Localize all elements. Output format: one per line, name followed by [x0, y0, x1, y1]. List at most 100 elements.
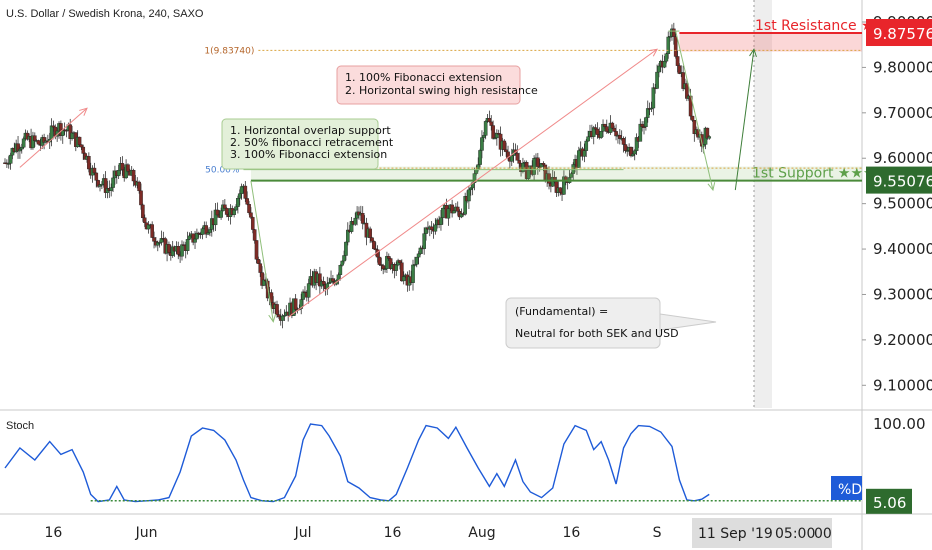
candle-up — [349, 221, 354, 232]
y-tick-label: 9.30000 — [873, 285, 932, 303]
candle-up — [306, 283, 311, 298]
trend-arrow-up-main-head — [649, 48, 658, 57]
candle-down — [623, 144, 628, 151]
candle-up — [483, 121, 488, 136]
candle-down — [487, 118, 492, 123]
candle-up — [237, 193, 242, 199]
candle-down — [167, 244, 171, 253]
candle-down — [141, 204, 145, 219]
candle-down — [517, 160, 521, 164]
candle-up — [452, 210, 456, 214]
y-tick-label: 9.60000 — [873, 149, 932, 167]
candle-up — [116, 170, 121, 177]
resistance-price-label: 9.87576 — [873, 25, 932, 43]
stoch-top-tick: 100.00 — [873, 415, 926, 433]
candle-down — [429, 226, 434, 230]
candle-up — [8, 154, 13, 164]
candle-down — [176, 246, 181, 255]
chart-title: U.S. Dollar / Swedish Krona, 240, SAXO — [6, 8, 204, 20]
candle-up — [586, 136, 590, 142]
candle-up — [385, 256, 389, 269]
note-resistance-line: 1. 100% Fibonacci extension — [345, 71, 502, 84]
candle-down — [515, 153, 520, 161]
candle-up — [401, 276, 406, 282]
candle-up — [338, 265, 343, 275]
candle-down — [455, 206, 460, 212]
axis-time-label-cut: 00 — [814, 526, 832, 542]
candle-down — [491, 125, 495, 139]
candle-down — [36, 140, 41, 145]
candle-down — [252, 229, 257, 241]
support-label: 1st Support ★★★ — [752, 166, 876, 182]
candle-down — [536, 157, 540, 167]
x-tick-label: 16 — [562, 525, 580, 541]
fib-retracement-label: 50.00% — [205, 166, 240, 176]
trend-arrow-down-2-head — [707, 182, 716, 192]
candle-down — [139, 190, 143, 206]
x-tick-label: Jun — [135, 525, 158, 541]
candle-up — [439, 217, 443, 225]
candle-down — [541, 163, 546, 166]
trend-arrow-up-main — [287, 48, 658, 318]
candle-down — [504, 149, 508, 153]
stoch-layer: Stoch 100.00 %D 5.06 — [4, 415, 926, 514]
candle-down — [331, 278, 335, 282]
candle-down — [360, 213, 365, 224]
candle-up — [232, 209, 236, 215]
candle-up — [301, 291, 305, 300]
candle-up — [394, 264, 399, 271]
candle-down — [249, 212, 253, 218]
stoch-value-tag — [866, 488, 912, 514]
x-tick-label: 16 — [45, 525, 63, 541]
candle-down — [137, 181, 141, 192]
candle-up — [645, 108, 650, 118]
candle-down — [131, 170, 136, 182]
candle-up — [180, 244, 184, 257]
candle-up — [584, 140, 589, 151]
candle-down — [377, 256, 382, 265]
candle-down — [502, 140, 507, 151]
candle-down — [96, 180, 100, 187]
cursor-time-tag — [692, 518, 832, 548]
candle-down — [293, 298, 298, 310]
candle-up — [651, 87, 656, 109]
candle-down — [593, 127, 598, 130]
candle-down — [33, 135, 37, 141]
x-tick-label: S — [653, 525, 662, 541]
candle-up — [433, 224, 438, 232]
candle-up — [344, 241, 348, 256]
candle-down — [610, 122, 615, 129]
candle-up — [446, 208, 451, 219]
candle-down — [612, 127, 617, 132]
candle-up — [532, 157, 536, 175]
stoch-line — [4, 423, 710, 503]
future-band — [754, 0, 772, 408]
candle-up — [441, 207, 445, 218]
candle-down — [120, 163, 125, 171]
candle-up — [346, 229, 350, 243]
y-tick-label: 9.50000 — [873, 195, 932, 213]
candle-up — [187, 235, 192, 240]
resistance-zone — [679, 33, 862, 52]
candle-up — [463, 196, 467, 215]
stoch-label: Stoch — [6, 420, 34, 432]
candle-up — [562, 176, 566, 195]
candle-down — [386, 256, 391, 259]
note-support-line: 3. 100% Fibonacci extension — [230, 148, 387, 161]
candle-down — [321, 281, 326, 285]
candle-down — [243, 185, 248, 199]
candle-up — [353, 217, 358, 225]
candle-up — [21, 138, 26, 148]
note-support-line: 2. 50% fibonacci retracement — [230, 136, 394, 149]
note-resistance-line: 2. Horizontal swing high resistance — [345, 84, 538, 97]
candle-up — [577, 150, 581, 168]
candle-up — [662, 60, 667, 68]
candle-up — [342, 255, 346, 262]
candle-up — [340, 260, 345, 266]
candle-down — [92, 167, 97, 174]
candle-up — [234, 206, 238, 211]
candle-up — [707, 136, 712, 139]
cursor-time-label: 05:00 — [775, 526, 815, 542]
candle-up — [193, 238, 197, 243]
